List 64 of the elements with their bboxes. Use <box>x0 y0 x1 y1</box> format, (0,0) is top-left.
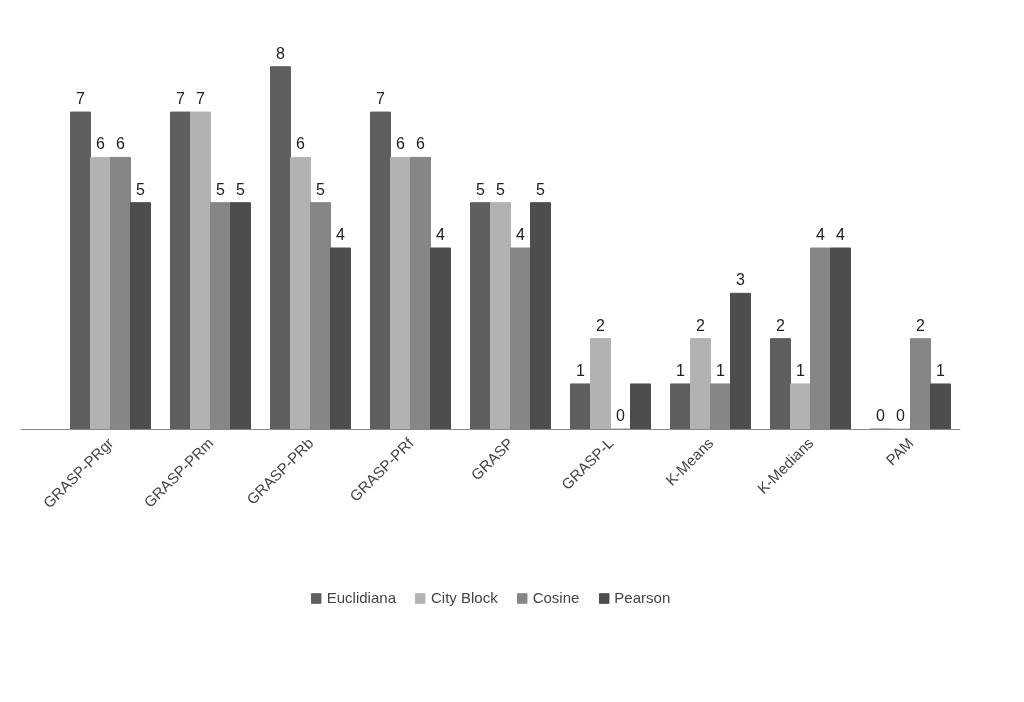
bar <box>590 338 611 430</box>
bar <box>230 202 251 430</box>
legend-label: Pearson <box>614 589 671 606</box>
bar <box>690 338 711 430</box>
data-label: 7 <box>76 90 86 108</box>
bar <box>570 383 591 430</box>
data-label: 5 <box>316 180 326 198</box>
data-label: 2 <box>916 316 926 334</box>
data-label: 7 <box>176 90 186 108</box>
data-label: 2 <box>696 316 706 334</box>
data-label: 1 <box>796 361 806 379</box>
data-label: 2 <box>776 316 786 334</box>
data-label: 1 <box>676 361 686 379</box>
data-label: 1 <box>936 361 946 379</box>
bar <box>70 111 91 430</box>
data-label: 5 <box>496 180 506 198</box>
data-label: 6 <box>296 135 306 153</box>
data-label: 0 <box>616 407 626 425</box>
data-label: 7 <box>196 90 206 108</box>
bar <box>490 202 511 430</box>
bar <box>770 338 791 430</box>
data-label: 3 <box>736 271 746 289</box>
bar <box>370 111 391 430</box>
data-label: 4 <box>436 226 446 243</box>
legend-label: Euclidiana <box>326 589 396 606</box>
bar <box>790 383 811 430</box>
data-label: 2 <box>596 316 606 334</box>
bar <box>730 292 751 430</box>
bar <box>930 383 951 430</box>
data-label: 6 <box>96 135 106 153</box>
bar <box>430 247 451 430</box>
bar <box>330 247 351 430</box>
bar <box>190 111 211 430</box>
bar <box>290 156 311 430</box>
data-label: 4 <box>816 226 826 243</box>
bar <box>670 383 691 430</box>
data-label: 6 <box>396 135 406 153</box>
legend-label: City Block <box>430 589 498 606</box>
data-label: 7 <box>376 90 386 108</box>
data-label: 4 <box>836 226 846 243</box>
data-label: 5 <box>236 180 246 198</box>
data-label: 8 <box>276 44 286 62</box>
data-label: 4 <box>336 226 346 243</box>
bar <box>170 111 191 430</box>
bar <box>530 202 551 430</box>
data-label: 4 <box>516 226 526 243</box>
data-label: 5 <box>536 180 546 198</box>
bar <box>90 156 111 430</box>
data-label: 5 <box>136 180 146 198</box>
data-label: 1 <box>576 361 586 379</box>
data-label: 1 <box>716 361 726 379</box>
data-label: 6 <box>116 135 126 153</box>
bar <box>830 247 851 430</box>
bar <box>470 202 491 430</box>
data-label: 5 <box>216 180 226 198</box>
legend-label: Cosine <box>532 589 580 606</box>
bar <box>270 66 291 430</box>
data-label: 0 <box>896 407 906 425</box>
data-label: 5 <box>476 180 486 198</box>
bar <box>630 383 651 430</box>
data-label: 6 <box>416 135 426 153</box>
bar <box>390 156 411 430</box>
data-label: 0 <box>876 407 886 425</box>
bar <box>130 202 151 430</box>
